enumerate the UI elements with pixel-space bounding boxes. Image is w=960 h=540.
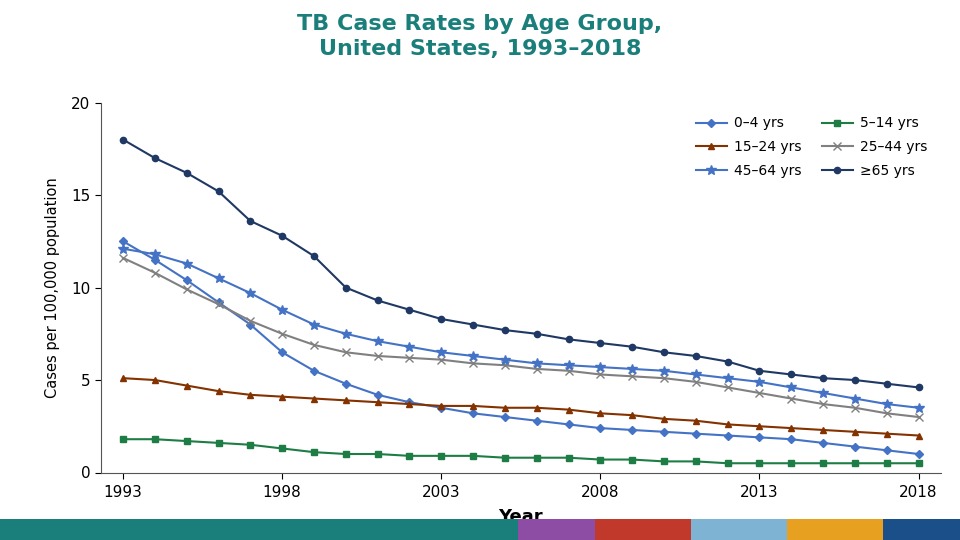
FancyBboxPatch shape [787, 519, 883, 540]
X-axis label: Year: Year [498, 508, 543, 526]
FancyBboxPatch shape [518, 519, 595, 540]
FancyBboxPatch shape [883, 519, 960, 540]
FancyBboxPatch shape [595, 519, 691, 540]
FancyBboxPatch shape [691, 519, 787, 540]
Legend: 0–4 yrs, 15–24 yrs, 45–64 yrs, 5–14 yrs, 25–44 yrs, ≥65 yrs: 0–4 yrs, 15–24 yrs, 45–64 yrs, 5–14 yrs,… [689, 110, 934, 185]
FancyBboxPatch shape [0, 519, 518, 540]
Y-axis label: Cases per 100,000 population: Cases per 100,000 population [45, 177, 60, 398]
Text: TB Case Rates by Age Group,
United States, 1993–2018: TB Case Rates by Age Group, United State… [298, 14, 662, 59]
